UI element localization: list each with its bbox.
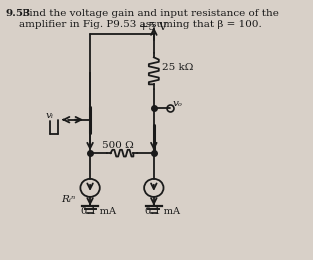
Text: vₒ: vₒ [173,99,182,108]
Text: 500 Ω: 500 Ω [102,141,134,150]
Text: 0.1 mA: 0.1 mA [81,207,116,216]
Text: +5 V: +5 V [139,22,167,32]
Text: 25 kΩ: 25 kΩ [162,63,193,72]
Text: Find the voltage gain and input resistance of the
amplifier in Fig. P9.53 assumi: Find the voltage gain and input resistan… [19,9,279,29]
Text: 9.53: 9.53 [6,9,31,18]
Text: vᵢ: vᵢ [46,112,54,120]
Text: 0.1 mA: 0.1 mA [145,207,180,216]
Text: Rᵢⁿ: Rᵢⁿ [61,195,75,204]
